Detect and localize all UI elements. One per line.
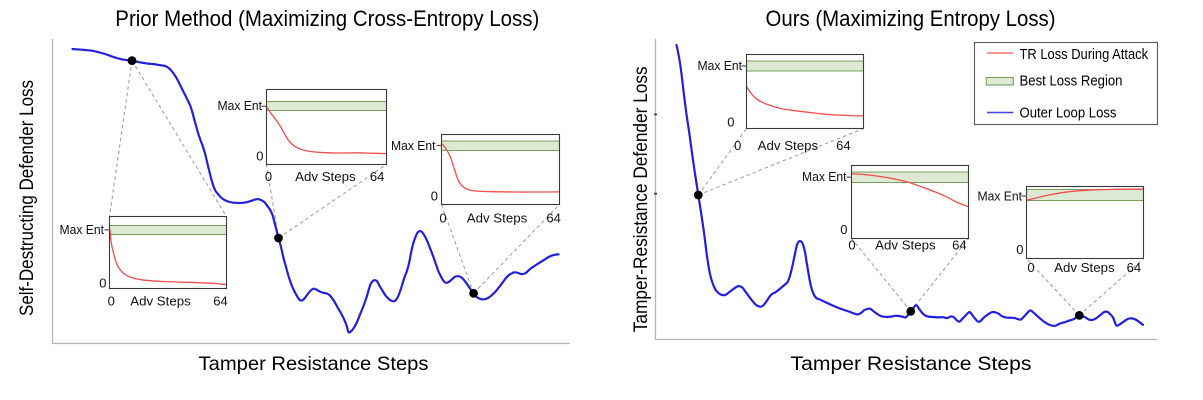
svg-text:0: 0 — [99, 276, 106, 291]
svg-text:Outer Loop Loss: Outer Loop Loss — [1020, 106, 1117, 122]
svg-text:0: 0 — [734, 138, 741, 153]
svg-text:Adv Steps: Adv Steps — [295, 169, 356, 184]
svg-text:64: 64 — [213, 294, 227, 309]
svg-text:64: 64 — [370, 169, 384, 184]
svg-text:0: 0 — [256, 149, 263, 164]
svg-text:0: 0 — [439, 210, 446, 225]
svg-text:Best Loss Region: Best Loss Region — [1020, 73, 1123, 89]
svg-text:Tamper-Resistance Defender Los: Tamper-Resistance Defender Loss — [630, 66, 652, 332]
svg-text:0: 0 — [1027, 260, 1034, 275]
svg-text:Tamper Resistance Steps: Tamper Resistance Steps — [199, 353, 429, 375]
svg-text:0: 0 — [431, 188, 438, 203]
svg-text:0: 0 — [848, 237, 855, 252]
svg-text:Max Ent: Max Ent — [802, 169, 847, 184]
svg-text:Max Ent: Max Ent — [60, 222, 105, 237]
svg-text:0: 0 — [265, 169, 272, 184]
svg-text:64: 64 — [836, 138, 850, 153]
svg-text:64: 64 — [1127, 260, 1141, 275]
svg-text:Adv Steps: Adv Steps — [130, 294, 191, 309]
svg-text:64: 64 — [952, 237, 966, 252]
svg-text:Self-Destructing Defender Loss: Self-Destructing Defender Loss — [16, 80, 38, 316]
svg-text:Max Ent: Max Ent — [218, 98, 263, 113]
svg-text:Max Ent: Max Ent — [698, 58, 743, 73]
svg-text:Prior Method (Maximizing Cross: Prior Method (Maximizing Cross-Entropy L… — [115, 6, 539, 31]
svg-text:Adv Steps: Adv Steps — [758, 138, 819, 153]
svg-text:Tamper Resistance Steps: Tamper Resistance Steps — [791, 353, 1032, 375]
svg-text:TR Loss During Attack: TR Loss During Attack — [1020, 47, 1149, 63]
svg-text:Adv Steps: Adv Steps — [1054, 260, 1115, 275]
svg-text:0: 0 — [727, 114, 734, 129]
svg-text:0: 0 — [108, 294, 115, 309]
svg-text:Adv Steps: Adv Steps — [875, 237, 936, 252]
svg-text:Adv Steps: Adv Steps — [467, 210, 528, 225]
svg-text:Max Ent: Max Ent — [978, 188, 1023, 203]
svg-text:Ours (Maximizing Entropy Loss): Ours (Maximizing Entropy Loss) — [766, 6, 1056, 31]
svg-text:64: 64 — [546, 210, 560, 225]
svg-text:0: 0 — [1016, 242, 1023, 257]
svg-text:0: 0 — [840, 222, 847, 237]
svg-text:Max Ent: Max Ent — [391, 138, 436, 153]
